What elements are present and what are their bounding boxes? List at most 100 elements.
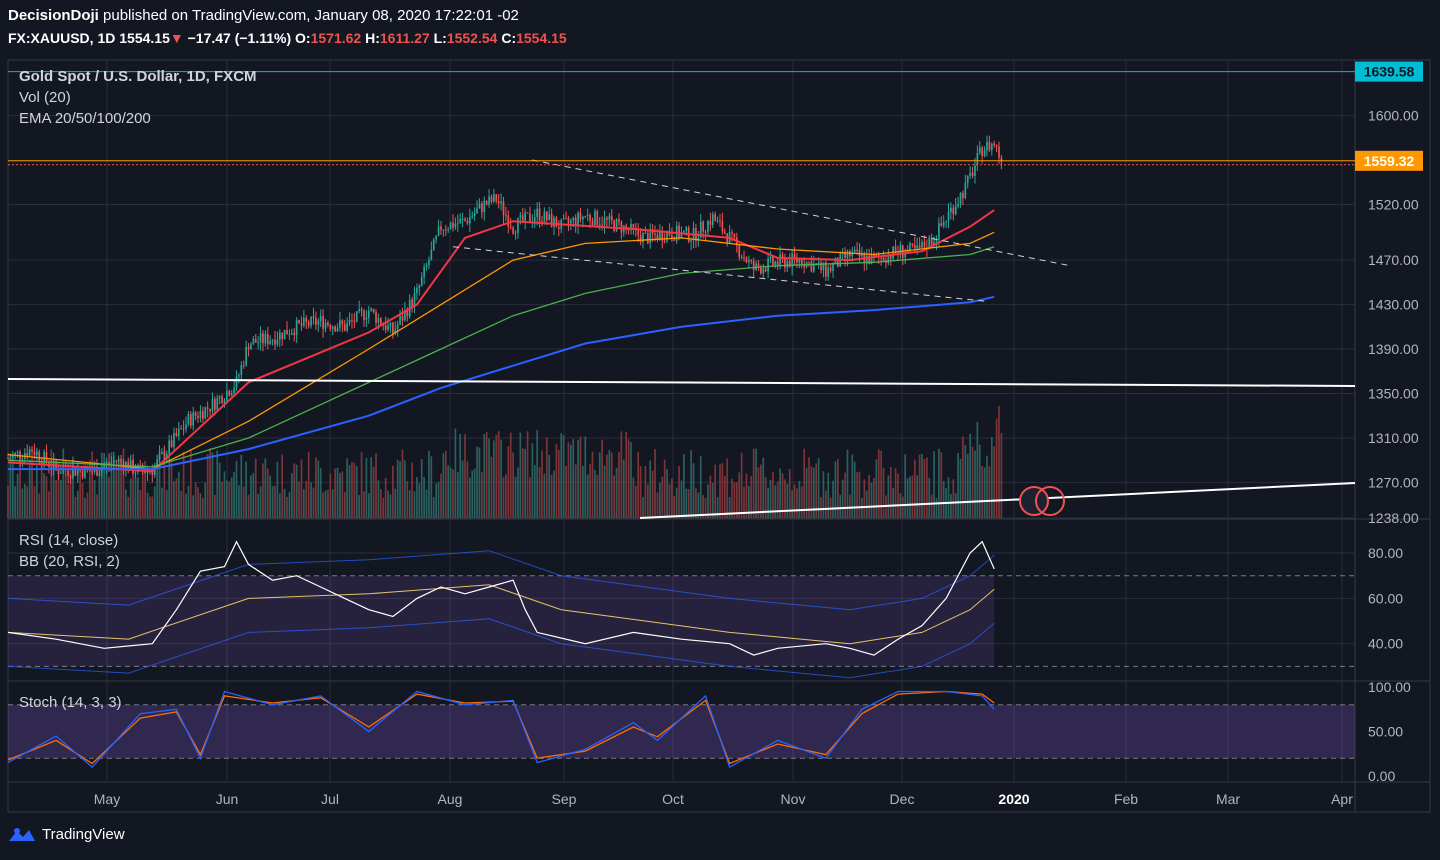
candle-body [750,260,753,262]
candle-body [752,261,755,270]
candle-body [26,453,29,456]
candle-body [519,215,522,219]
candle-body [199,411,202,418]
volume-bar [796,488,798,518]
volume-bar [784,479,786,518]
volume-bar [303,489,305,518]
candle-body [589,214,591,221]
volume-bar [661,476,664,518]
candle-body [76,469,79,476]
volume-bar [372,466,375,518]
publisher-name[interactable]: DecisionDoji [8,7,99,24]
ema-legend: EMA 20/50/100/200 [19,110,151,127]
price-tick-label: 1310.00 [1368,430,1419,446]
price-tick-label: 1430.00 [1368,297,1419,313]
bb-upper-line [7,550,995,611]
volume-bar [950,493,952,518]
volume-bar [149,496,151,518]
candle-body [315,317,317,325]
candle-body [185,424,187,429]
candle-body [404,310,406,321]
volume-bar [531,443,534,518]
volume-bar [481,472,483,518]
candle-body [343,324,346,331]
volume-bar [529,477,531,518]
volume-bar [9,454,12,518]
candle-body [998,146,1000,158]
candle-body [911,243,914,246]
volume-bar [334,468,336,518]
volume-bar [728,496,731,518]
candle-body [952,207,955,215]
candle-body [156,459,158,466]
candle-body [238,375,240,377]
volume-bar [909,476,911,518]
volume-bar [201,497,204,518]
candle-body [336,327,339,332]
candle-body [334,326,336,332]
volume-bar [266,468,269,518]
volume-bar [392,465,394,518]
symbol-label: FX:XAUUSD, 1D [8,30,116,46]
volume-bar [509,432,512,518]
candle-body [661,231,664,241]
volume-bar [800,486,803,518]
candle-body [96,466,98,476]
volume-bar [257,493,259,518]
candle-body [868,255,870,264]
candle-body [521,215,524,221]
volume-bar [502,477,505,518]
volume-bar [281,454,284,518]
candle-body [444,229,447,231]
volume-bar [264,458,267,518]
volume-bar [745,473,748,518]
candle-body [264,333,267,344]
tradingview-brand[interactable]: TradingView [8,826,125,843]
volume-bar [550,474,553,518]
volume-bar [873,478,875,518]
volume-bar [986,455,988,518]
volume-bar [218,462,221,518]
candle-body [194,412,197,417]
rsi-pane[interactable] [7,540,1355,679]
candle-body [620,221,623,233]
volume-bar [153,486,156,518]
volume-bar [348,465,351,518]
candle-body [170,440,173,448]
candle-body [533,217,536,222]
volume-bar [50,449,53,518]
down-arrow-icon: ▼ [169,30,184,46]
candle-body [796,257,798,263]
volume-bar [262,463,264,518]
candle-body [793,253,796,258]
candle-body [454,223,457,228]
candle-body [570,220,572,224]
candle-body [808,261,810,263]
candle-body [861,253,863,257]
volume-bar [942,481,945,518]
candle-body [151,471,154,475]
candle-body [197,416,199,418]
price-pane[interactable] [7,71,1356,519]
candle-body [976,153,979,166]
candle-body [704,231,707,233]
candle-body [969,172,971,176]
candle-body [394,329,397,334]
volume-bar [81,483,84,518]
stoch-legend: Stoch (14, 3, 3) [19,694,122,711]
candle-body [719,220,721,222]
stoch-pane[interactable] [7,690,1355,769]
candle-body [913,245,916,249]
volume-bar [526,431,529,518]
candle-body [954,206,957,215]
candle-body [163,451,166,460]
volume-bar [646,484,649,518]
volume-bar [103,453,106,518]
candle-body [760,267,762,274]
candle-body [447,229,450,231]
close-value: 1554.15 [516,30,567,46]
candle-body [690,240,692,242]
volume-bar [603,465,606,518]
volume-bar [343,491,346,518]
